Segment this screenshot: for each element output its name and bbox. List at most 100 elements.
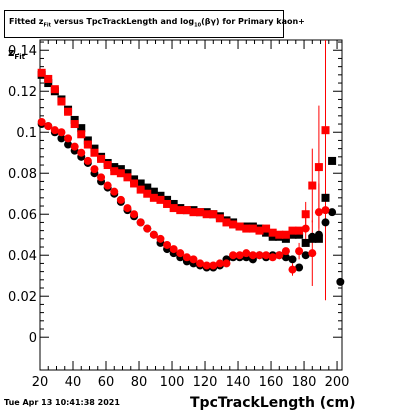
- data-point-circle: [308, 232, 317, 241]
- data-point-square: [182, 206, 191, 215]
- data-point-square: [149, 187, 158, 196]
- data-point-circle: [70, 142, 79, 151]
- y-tick-label: 0.08: [8, 167, 37, 182]
- data-point-square: [328, 156, 337, 165]
- data-point-circle: [268, 253, 277, 262]
- data-point-square: [90, 148, 99, 157]
- data-point-circle: [321, 206, 330, 215]
- data-point-square: [110, 167, 119, 176]
- x-tick-label: 20: [32, 375, 49, 390]
- data-point-square: [281, 234, 290, 243]
- data-point-circle: [242, 249, 251, 258]
- data-point-circle: [189, 255, 198, 264]
- data-point-square: [262, 228, 271, 237]
- data-point-circle: [83, 156, 92, 165]
- data-point-circle: [314, 208, 323, 217]
- data-point-square: [70, 120, 79, 129]
- data-point-circle: [110, 187, 119, 196]
- data-point-circle: [50, 126, 59, 135]
- x-axis-label: TpcTrackLength (cm): [190, 395, 356, 411]
- data-point-circle: [288, 255, 297, 264]
- y-tick-label: 0.12: [8, 85, 37, 100]
- data-point-square: [314, 234, 323, 243]
- data-point-square: [301, 238, 310, 247]
- data-point-circle: [149, 230, 158, 239]
- data-point-circle: [248, 251, 257, 260]
- data-point-square: [77, 124, 86, 133]
- data-point-square: [163, 195, 172, 204]
- data-point-square: [156, 195, 165, 204]
- y-tick-label: 0.02: [8, 290, 37, 305]
- data-point-circle: [57, 128, 66, 137]
- y-tick-label: 0.06: [8, 208, 37, 223]
- y-tick-label: 0.04: [8, 249, 37, 264]
- data-point-square: [222, 218, 231, 227]
- data-point-circle: [44, 122, 53, 131]
- data-point-square: [156, 191, 165, 200]
- x-tick-label: 80: [131, 375, 148, 390]
- data-point-square: [229, 220, 238, 229]
- data-point-circle: [103, 181, 112, 190]
- data-point-circle: [97, 173, 106, 182]
- data-point-square: [275, 230, 284, 239]
- data-point-square: [242, 224, 251, 233]
- data-point-circle: [321, 218, 330, 227]
- data-point-square: [83, 136, 92, 145]
- data-point-circle: [288, 265, 297, 274]
- data-point-circle: [182, 253, 191, 262]
- data-point-square: [215, 214, 224, 223]
- data-point-square: [268, 232, 277, 241]
- data-point-circle: [328, 208, 337, 217]
- data-point-square: [103, 161, 112, 170]
- data-point-circle: [169, 245, 178, 254]
- y-axis-label: zFit: [8, 46, 25, 62]
- data-point-circle: [176, 249, 185, 258]
- data-point-circle: [295, 247, 304, 256]
- data-point-square: [248, 224, 257, 233]
- data-point-circle: [301, 224, 310, 233]
- data-point-circle: [336, 277, 345, 286]
- data-point-circle: [235, 251, 244, 260]
- data-point-square: [169, 199, 178, 208]
- x-tick-label: 200: [325, 375, 350, 390]
- data-point-square: [57, 97, 66, 106]
- data-point-circle: [209, 261, 218, 270]
- data-point-circle: [295, 263, 304, 272]
- data-point-square: [196, 208, 205, 217]
- x-tick-label: 120: [193, 375, 218, 390]
- data-point-square: [149, 193, 158, 202]
- data-point-circle: [90, 165, 99, 174]
- data-point-circle: [64, 140, 73, 149]
- data-point-circle: [202, 261, 211, 270]
- data-point-square: [209, 210, 218, 219]
- data-point-square: [130, 175, 139, 184]
- data-point-square: [262, 224, 271, 233]
- data-point-square: [77, 130, 86, 139]
- data-point-square: [123, 173, 132, 182]
- data-point-circle: [156, 234, 165, 243]
- data-point-square: [202, 210, 211, 219]
- data-point-circle: [123, 204, 132, 213]
- data-point-circle: [281, 247, 290, 256]
- data-point-circle: [262, 251, 271, 260]
- data-point-square: [50, 85, 59, 94]
- data-point-square: [110, 163, 119, 172]
- data-point-circle: [130, 210, 139, 219]
- data-point-square: [295, 226, 304, 235]
- data-point-square: [301, 210, 310, 219]
- data-point-square: [255, 226, 264, 235]
- data-point-square: [90, 144, 99, 153]
- data-point-square: [116, 165, 125, 174]
- data-point-circle: [136, 218, 145, 227]
- y-tick-label: 0.14: [8, 44, 37, 59]
- x-tick-label: 60: [98, 375, 115, 390]
- data-point-square: [44, 79, 53, 88]
- x-tick-label: 140: [226, 375, 251, 390]
- data-point-circle: [275, 251, 284, 260]
- data-point-circle: [64, 134, 73, 143]
- data-point-square: [314, 163, 323, 172]
- data-point-square: [44, 74, 53, 83]
- x-tick-label: 180: [292, 375, 317, 390]
- data-point-square: [321, 126, 330, 135]
